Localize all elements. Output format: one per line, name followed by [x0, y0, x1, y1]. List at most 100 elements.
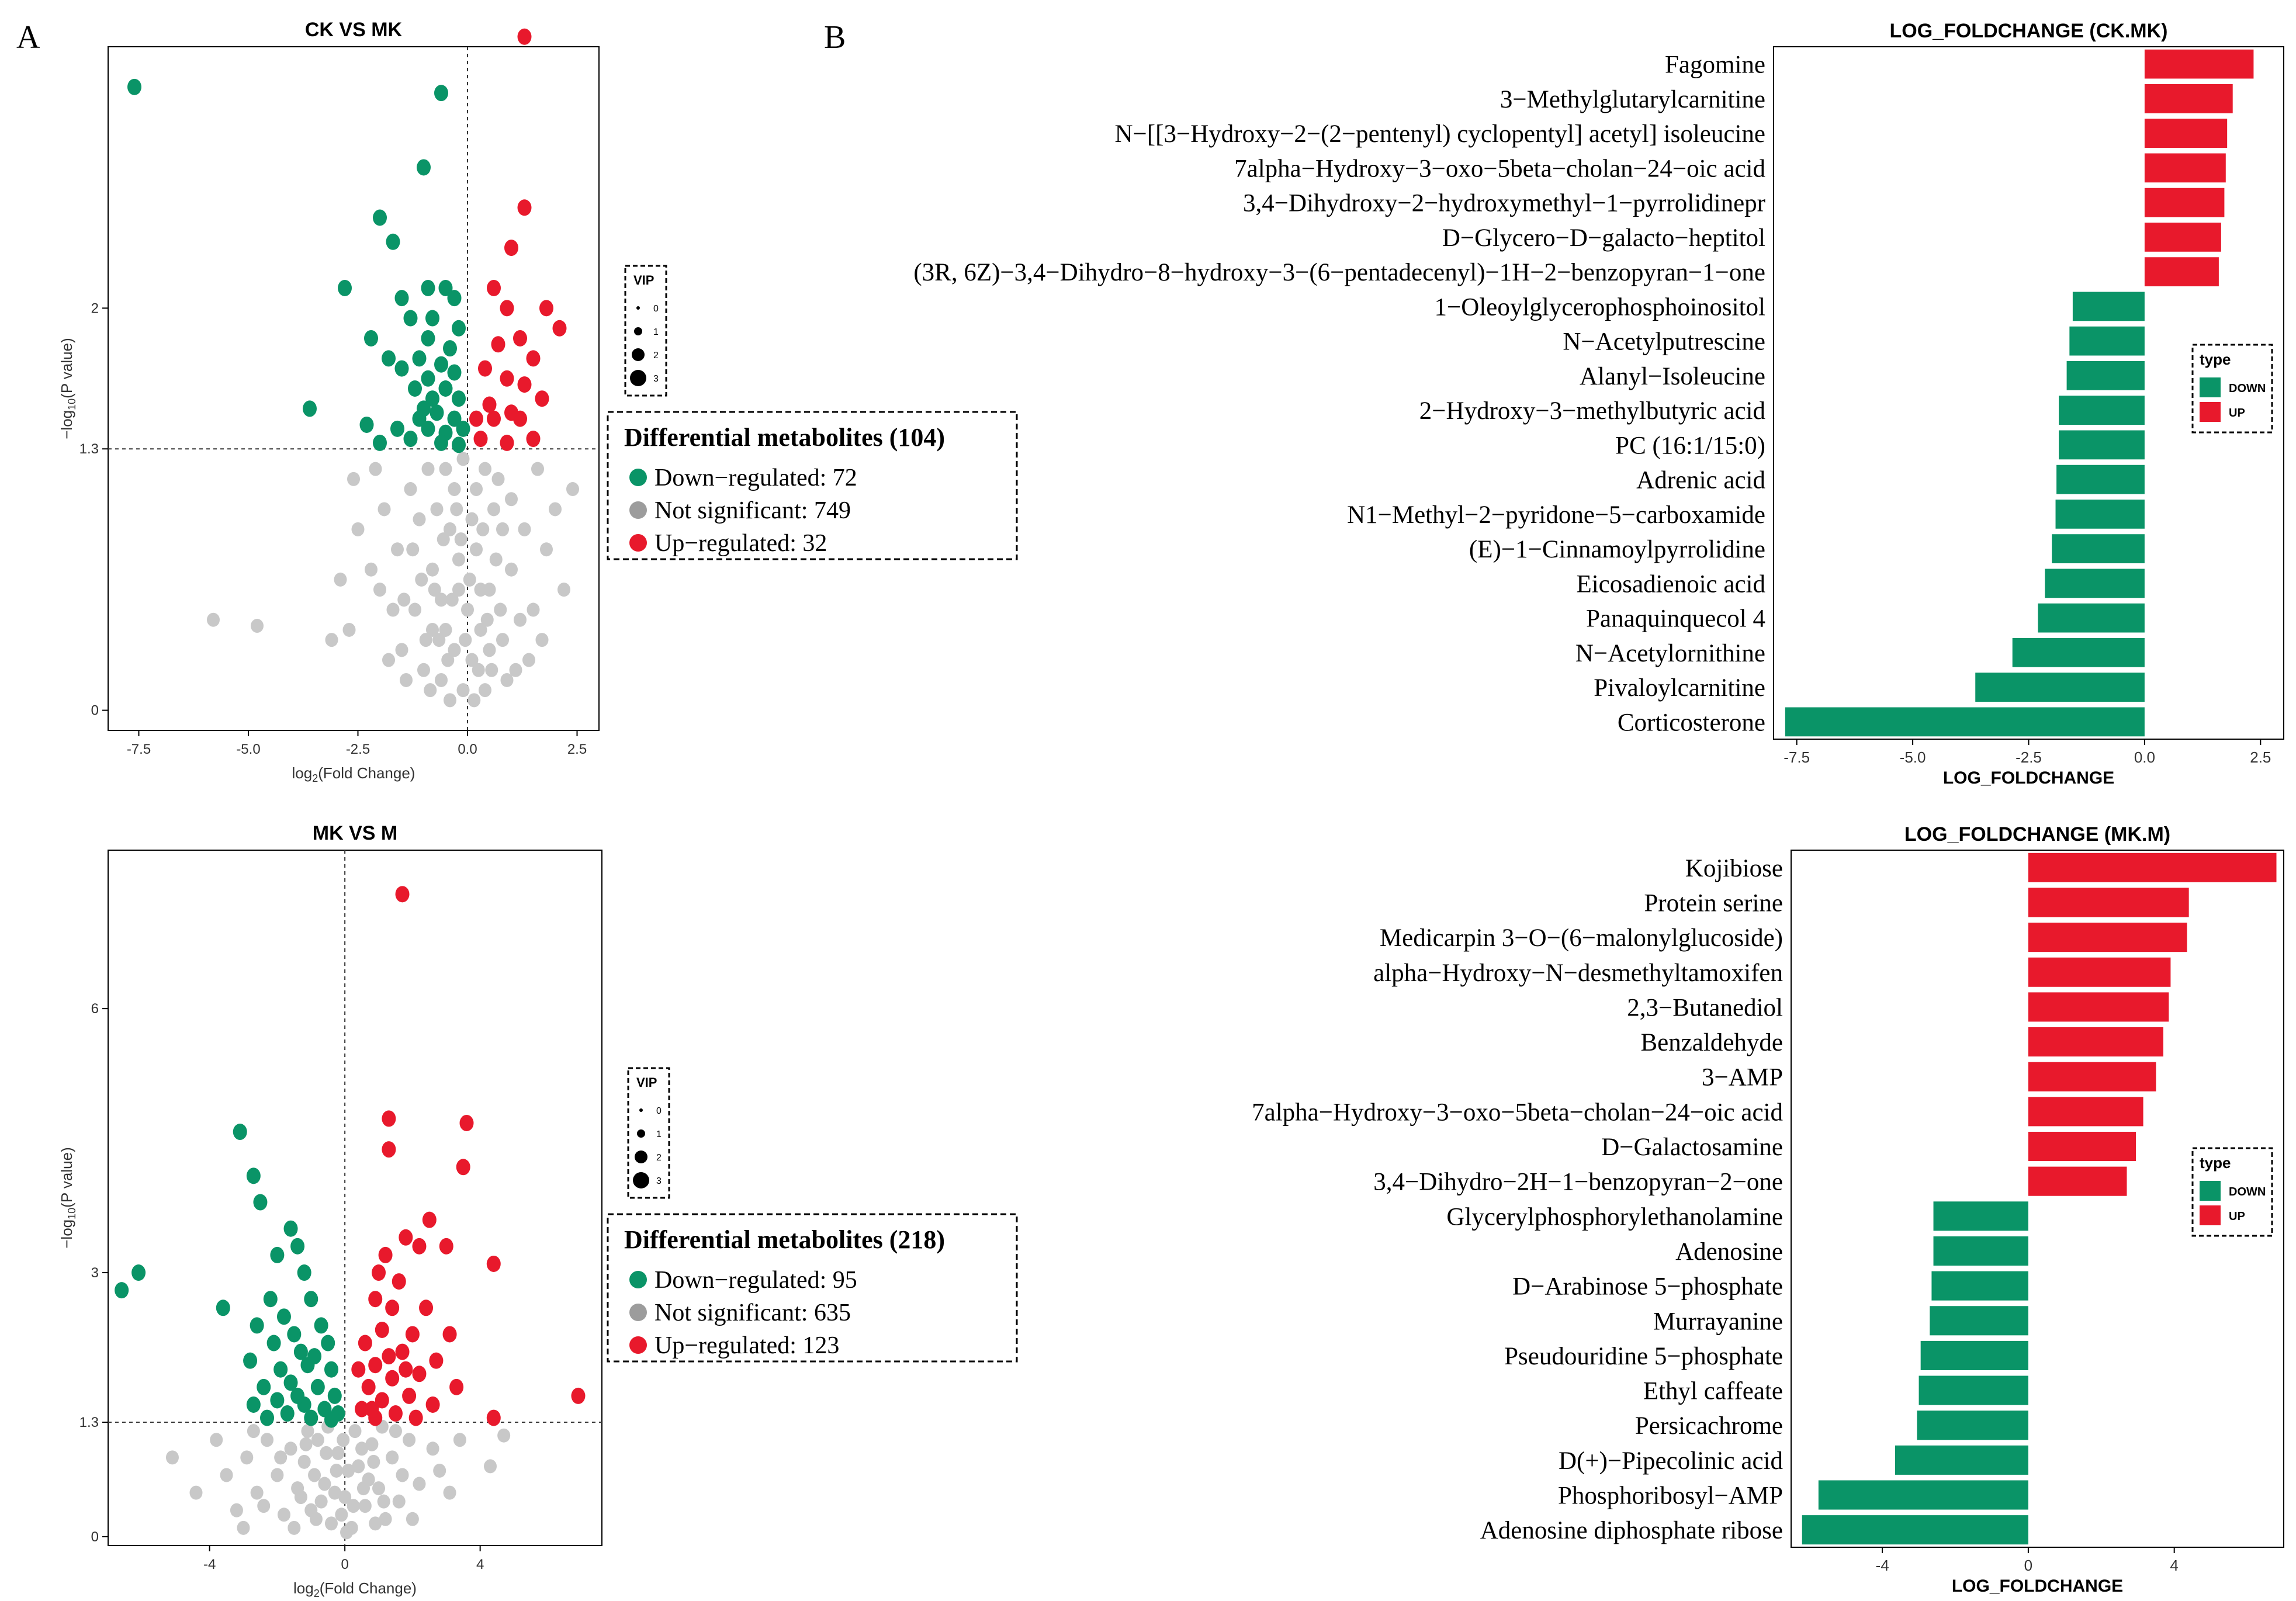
type-legend-title: type [2200, 1154, 2231, 1172]
point-not-significant [489, 552, 503, 567]
point-not-significant [531, 462, 544, 476]
point-up-regulated [358, 1335, 372, 1352]
point-not-significant [318, 1477, 331, 1491]
point-not-significant [400, 673, 413, 687]
bar [2028, 992, 2169, 1022]
type-legend-label: UP [2229, 1210, 2245, 1223]
point-not-significant [459, 633, 472, 647]
point-down-regulated [447, 290, 462, 307]
point-not-significant [439, 622, 452, 637]
category-label: Adenosine diphosphate ribose [1480, 1517, 1783, 1544]
point-not-significant [500, 673, 514, 687]
point-down-regulated [131, 1264, 146, 1281]
point-down-regulated [412, 350, 427, 367]
point-not-significant [484, 1459, 497, 1474]
point-up-regulated [459, 1114, 474, 1131]
point-up-regulated [487, 279, 501, 296]
category-label: Adenosine [1675, 1238, 1783, 1266]
point-not-significant [413, 512, 426, 526]
bar [2144, 84, 2233, 113]
point-up-regulated [425, 1396, 440, 1413]
point-up-regulated [456, 1159, 470, 1176]
point-down-regulated [359, 416, 374, 433]
x-tick-label: 0.0 [458, 741, 477, 757]
point-down-regulated [270, 1392, 285, 1409]
bar [2059, 396, 2145, 425]
point-down-regulated [434, 85, 448, 102]
bar-chart-mk-m: LOG_FOLDCHANGE (MK.M) Kojibiose Protein se… [1252, 823, 2284, 1596]
point-down-regulated [266, 1335, 281, 1352]
point-down-regulated [447, 364, 462, 381]
category-label: D(+)−Pipecolinic acid [1559, 1447, 1783, 1475]
point-not-significant [347, 472, 360, 486]
category-label: Fagomine [1665, 51, 1765, 79]
point-down-regulated [276, 1308, 291, 1325]
point-not-significant [341, 1463, 355, 1478]
x-tick-label: -4 [1876, 1557, 1889, 1574]
point-up-regulated [405, 1326, 420, 1343]
bar [1918, 1375, 2028, 1405]
point-not-significant [483, 643, 496, 657]
point-not-significant [426, 562, 439, 577]
point-up-regulated [517, 199, 532, 216]
x-tick-label: -5.0 [236, 741, 260, 757]
point-not-significant [485, 663, 498, 677]
point-down-regulated [386, 233, 400, 250]
vip-legend-dot [636, 306, 640, 310]
summary-dot-down [629, 469, 647, 486]
vip-legend-box [627, 1067, 670, 1199]
category-label: 1−Oleoylglycerophosphoinositol [1435, 293, 1766, 321]
summary-dot-ns [629, 501, 647, 519]
point-down-regulated [243, 1352, 258, 1369]
point-not-significant [514, 612, 527, 627]
point-up-regulated [469, 410, 483, 427]
point-up-regulated [535, 390, 549, 407]
point-down-regulated [421, 330, 435, 346]
point-down-regulated [283, 1220, 298, 1237]
point-not-significant [430, 502, 444, 517]
vip-legend-dot [634, 327, 642, 335]
y-tick-label: 3 [91, 1265, 99, 1281]
vip-legend-dot [635, 1150, 647, 1163]
panel-label-b: B [824, 19, 846, 56]
point-up-regulated [365, 1401, 379, 1418]
point-not-significant [324, 1516, 338, 1531]
point-up-regulated [473, 431, 488, 448]
category-label: N−Acetylputrescine [1563, 328, 1765, 356]
type-legend-swatch-down [2200, 1181, 2221, 1201]
point-down-regulated [430, 404, 444, 421]
bar [2028, 1027, 2163, 1057]
y-tick-label: 6 [91, 1001, 99, 1017]
point-not-significant [373, 583, 386, 597]
y-tick-label: 2 [91, 300, 99, 316]
point-down-regulated [304, 1291, 318, 1308]
point-not-significant [441, 653, 455, 667]
point-down-regulated [327, 1387, 342, 1404]
point-not-significant [395, 643, 408, 657]
point-not-significant [299, 1437, 313, 1451]
x-tick-label: 0 [341, 1557, 348, 1572]
point-not-significant [518, 522, 531, 536]
point-up-regulated [368, 1291, 383, 1308]
category-label: Alanyl−Isoleucine [1580, 363, 1765, 390]
category-label: Kojibiose [1685, 855, 1783, 882]
category-label: Panaquinquecol 4 [1586, 605, 1765, 633]
point-not-significant [261, 1433, 274, 1447]
point-not-significant [415, 572, 428, 587]
point-not-significant [240, 1450, 254, 1465]
point-not-significant [494, 602, 507, 617]
bar [2144, 257, 2219, 287]
point-not-significant [428, 583, 441, 597]
point-down-regulated [394, 360, 409, 377]
category-label: Eicosadienoic acid [1576, 570, 1765, 598]
point-up-regulated [382, 1348, 396, 1365]
category-label: D−Glycero−D−galacto−heptitol [1442, 224, 1765, 252]
bar [2144, 119, 2228, 148]
point-not-significant [480, 612, 494, 627]
point-not-significant [314, 1494, 328, 1509]
bar [2028, 923, 2187, 952]
point-up-regulated [552, 320, 567, 337]
point-not-significant [476, 522, 490, 536]
point-not-significant [424, 683, 437, 698]
point-not-significant [479, 462, 491, 476]
